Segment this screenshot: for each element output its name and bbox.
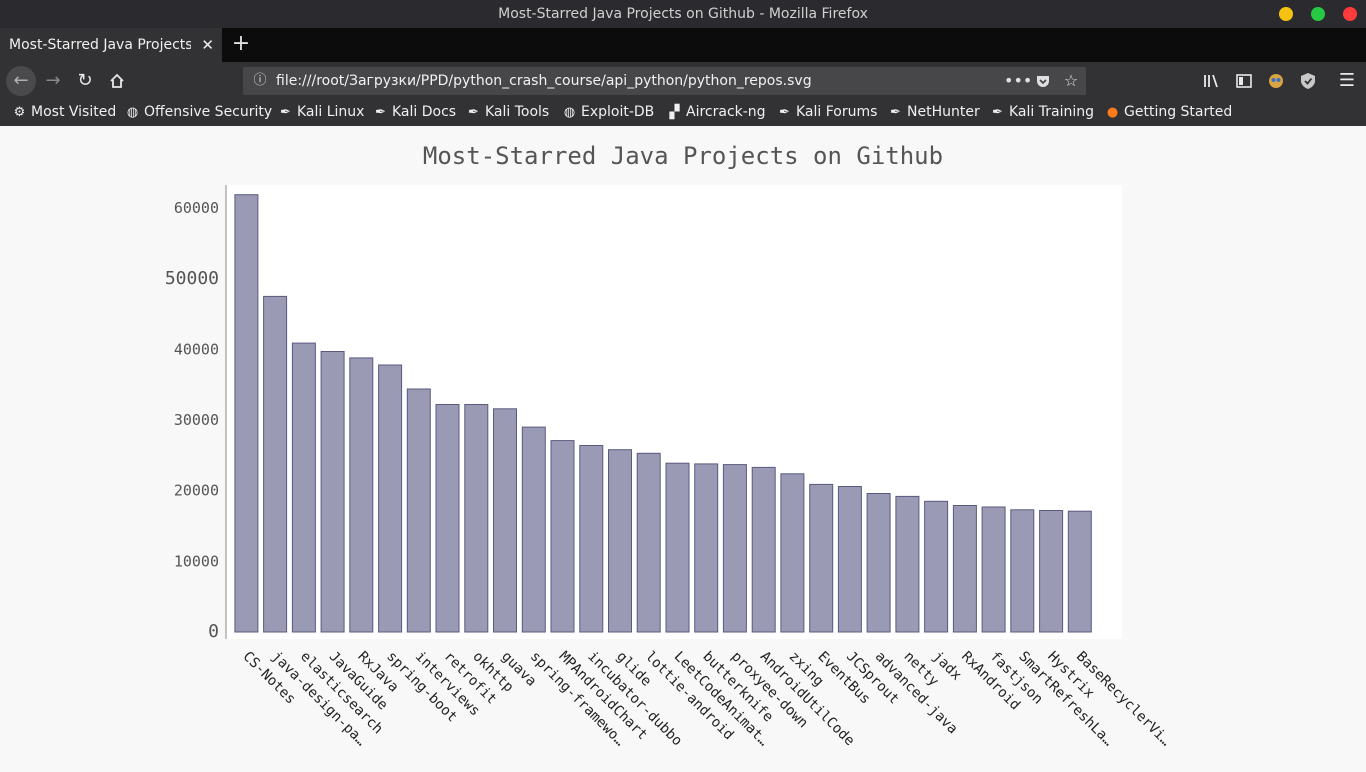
bar[interactable] [406, 388, 431, 633]
page-content: Most-Starred Java Projects on Github 0 10… [0, 126, 1366, 768]
y-tick-label: 0 [208, 621, 219, 642]
nav-toolbar: ← → ↻ ⓘ file:///root/Загрузки/PPD/python… [0, 62, 1366, 100]
pocket-icon[interactable] [1032, 67, 1054, 95]
tab-close-icon[interactable]: ✕ [201, 36, 214, 54]
bookmark-kali-training[interactable]: ✒ Kali Training [990, 100, 1094, 126]
bar[interactable] [464, 404, 489, 633]
bar[interactable] [837, 486, 862, 633]
tab-bar: Most-Starred Java Projects on Github ✕ + [0, 28, 1366, 62]
bar[interactable] [751, 466, 776, 633]
bookmark-aircrack-ng[interactable]: ▞ Aircrack-ng [667, 100, 766, 126]
bar[interactable] [780, 473, 805, 633]
shield-icon[interactable] [1294, 67, 1322, 95]
close-window-button[interactable] [1343, 7, 1357, 21]
bar[interactable] [952, 505, 977, 633]
bar[interactable] [665, 462, 690, 633]
bar[interactable] [521, 426, 546, 633]
bar[interactable] [349, 357, 374, 633]
bookmarks-toolbar: ⚙ Most Visited ◍ Offensive Security ✒ Kali … [0, 100, 1366, 126]
bookmark-kali-tools[interactable]: ✒ Kali Tools [466, 100, 549, 126]
bookmark-kali-forums[interactable]: ✒ Kali Forums [777, 100, 877, 126]
bar[interactable] [1039, 510, 1064, 633]
bar[interactable] [493, 408, 517, 633]
bar[interactable] [866, 493, 891, 633]
bar[interactable] [722, 464, 747, 633]
bar[interactable] [550, 440, 575, 633]
maximize-button[interactable] [1311, 7, 1325, 21]
bar[interactable] [378, 364, 403, 633]
minimize-button[interactable] [1279, 7, 1293, 21]
bar[interactable] [981, 506, 1006, 633]
extension-icon[interactable] [1262, 67, 1290, 95]
kali-dragon-icon: ✒ [280, 105, 291, 120]
back-icon[interactable]: ← [6, 66, 36, 96]
bookmark-nethunter[interactable]: ✒ NetHunter [888, 100, 980, 126]
menu-icon[interactable]: ☰ [1338, 70, 1356, 91]
bar-chart: Most-Starred Java Projects on Github 0 10… [165, 142, 1174, 749]
gear-icon: ⚙ [13, 105, 26, 120]
info-icon[interactable]: ⓘ [253, 73, 267, 88]
y-tick-label: 50000 [165, 268, 219, 289]
y-tick-label: 20000 [174, 482, 219, 500]
chart-title: Most-Starred Java Projects on Github [423, 142, 943, 170]
forward-icon[interactable]: → [45, 70, 61, 91]
kali-dragon-icon: ✒ [992, 105, 1003, 120]
bar[interactable] [435, 404, 460, 633]
bar[interactable] [809, 483, 834, 633]
window-titlebar: Most-Starred Java Projects on Github - M… [0, 0, 1366, 28]
bar[interactable] [320, 351, 345, 633]
window-title: Most-Starred Java Projects on Github - M… [498, 6, 868, 22]
page-actions-icon[interactable]: ••• [1004, 71, 1033, 90]
globe-icon: ◍ [126, 105, 139, 120]
kali-dragon-icon: ✒ [468, 105, 479, 120]
bar[interactable] [1067, 510, 1092, 633]
bar[interactable] [895, 495, 920, 633]
sidebar-icon[interactable] [1230, 67, 1258, 95]
bar[interactable] [636, 452, 661, 633]
new-tab-button[interactable]: + [231, 31, 251, 56]
tab-active[interactable]: Most-Starred Java Projects on Github ✕ [0, 28, 222, 62]
bookmark-exploit-db[interactable]: ◍ Exploit-DB [562, 100, 654, 126]
tab-title: Most-Starred Java Projects on Github [9, 37, 191, 53]
kali-dragon-icon: ✒ [890, 105, 901, 120]
bar[interactable] [263, 295, 288, 633]
aircrack-icon: ▞ [669, 105, 680, 120]
url-bar[interactable]: ⓘ file:///root/Загрузки/PPD/python_crash… [243, 67, 1086, 95]
bar[interactable] [1010, 509, 1035, 633]
globe-icon: ◍ [563, 105, 576, 120]
y-tick-label: 30000 [174, 411, 219, 429]
kali-dragon-icon: ✒ [375, 105, 386, 120]
reload-icon[interactable]: ↻ [77, 70, 93, 91]
bookmark-star-icon[interactable]: ☆ [1063, 71, 1079, 90]
bookmark-offensive-security[interactable]: ◍ Offensive Security [125, 100, 272, 126]
home-icon[interactable] [103, 67, 131, 95]
bar[interactable] [694, 463, 719, 633]
bookmark-kali-docs[interactable]: ✒ Kali Docs [373, 100, 456, 126]
url-text[interactable]: file:///root/Загрузки/PPD/python_crash_c… [276, 73, 812, 89]
bar[interactable] [234, 194, 259, 633]
bookmark-most-visited[interactable]: ⚙ Most Visited [12, 100, 117, 126]
library-icon[interactable] [1198, 67, 1226, 95]
bar[interactable] [924, 500, 949, 633]
y-tick-label: 10000 [174, 552, 219, 570]
bar[interactable] [608, 449, 632, 633]
bar[interactable] [579, 445, 604, 633]
y-tick-label: 40000 [174, 340, 219, 358]
y-tick-label: 60000 [174, 199, 219, 217]
kali-dragon-icon: ✒ [779, 105, 790, 120]
bookmark-kali-linux[interactable]: ✒ Kali Linux [278, 100, 364, 126]
bar[interactable] [291, 342, 316, 633]
bookmark-getting-started[interactable]: ● Getting Started [1105, 100, 1232, 126]
firefox-icon: ● [1106, 105, 1119, 120]
